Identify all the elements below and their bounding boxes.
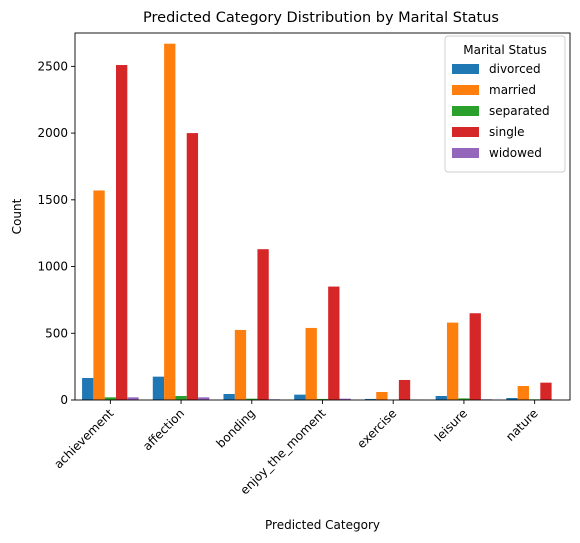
bar-divorced-nature <box>506 398 518 400</box>
bar-separated-leisure <box>458 398 470 400</box>
bar-divorced-affection <box>152 376 165 400</box>
legend-swatch-divorced <box>452 64 479 74</box>
bar-divorced-exercise <box>364 398 377 400</box>
chart-title: Predicted Category Distribution by Marit… <box>143 10 499 26</box>
bar-single-enjoy_the_moment <box>328 286 340 400</box>
bars-group <box>82 43 563 401</box>
bar-single-leisure <box>469 313 481 400</box>
bar-single-achievement <box>116 65 128 400</box>
legend-swatch-separated <box>452 106 479 116</box>
bar-single-exercise <box>398 379 411 400</box>
bar-married-leisure <box>446 322 459 400</box>
x-axis: achievement affection bondingenjoy_the_mom… <box>51 400 541 497</box>
y-tick-label: 2000 <box>37 126 68 140</box>
y-tick-label: 1500 <box>37 193 68 207</box>
bar-separated-affection <box>175 396 187 400</box>
legend-swatch-single <box>452 127 479 137</box>
bar-separated-achievement <box>104 397 117 400</box>
bar-separated-enjoy_the_moment <box>316 398 329 400</box>
bar-married-exercise <box>376 391 388 400</box>
legend-label-separated: separated <box>489 104 550 118</box>
legend-items: divorced married separated single widowed <box>452 62 550 160</box>
x-tick-label: exercise <box>354 406 399 451</box>
y-tick-label: 2500 <box>37 59 68 73</box>
legend-label-married: married <box>489 83 536 97</box>
legend-swatch-widowed <box>452 148 479 158</box>
legend-label-single: single <box>489 125 525 139</box>
bar-divorced-enjoy_the_moment <box>294 394 306 400</box>
legend-label-widowed: widowed <box>489 146 542 160</box>
y-tick-label: 500 <box>45 326 68 340</box>
x-axis-label: Predicted Category <box>265 518 380 532</box>
y-tick-label: 1000 <box>37 260 68 274</box>
bar-widowed-achievement <box>127 397 139 400</box>
y-tick-label: 0 <box>60 393 68 407</box>
x-tick-label: nature <box>503 406 541 444</box>
bar-married-achievement <box>93 190 105 400</box>
bar-divorced-leisure <box>435 396 447 400</box>
bar-married-nature <box>517 385 529 400</box>
x-tick-label: affection <box>140 406 187 453</box>
legend-title: Marital Status <box>463 43 546 57</box>
legend-label-divorced: divorced <box>489 62 541 76</box>
x-tick-label: bonding <box>214 406 258 450</box>
bar-married-affection <box>164 43 176 401</box>
bar-separated-bonding <box>246 398 258 400</box>
bar-divorced-bonding <box>223 393 235 400</box>
x-tick-label: achievement <box>51 406 116 471</box>
legend: Marital Status divorced married separated s… <box>444 35 566 173</box>
bar-married-enjoy_the_moment <box>305 327 317 400</box>
bar-single-bonding <box>257 249 269 400</box>
bar-single-nature <box>540 382 552 400</box>
y-axis: 0 500 1000 1500 2000 2500 <box>37 59 75 407</box>
y-axis-label: Count <box>10 198 24 234</box>
legend-swatch-married <box>452 85 479 95</box>
bar-widowed-affection <box>198 397 210 400</box>
x-tick-label: leisure <box>432 406 470 444</box>
bar-married-bonding <box>234 329 247 400</box>
bar-divorced-achievement <box>82 377 94 400</box>
bar-single-affection <box>186 133 199 400</box>
bar-widowed-enjoy_the_moment <box>339 398 351 400</box>
